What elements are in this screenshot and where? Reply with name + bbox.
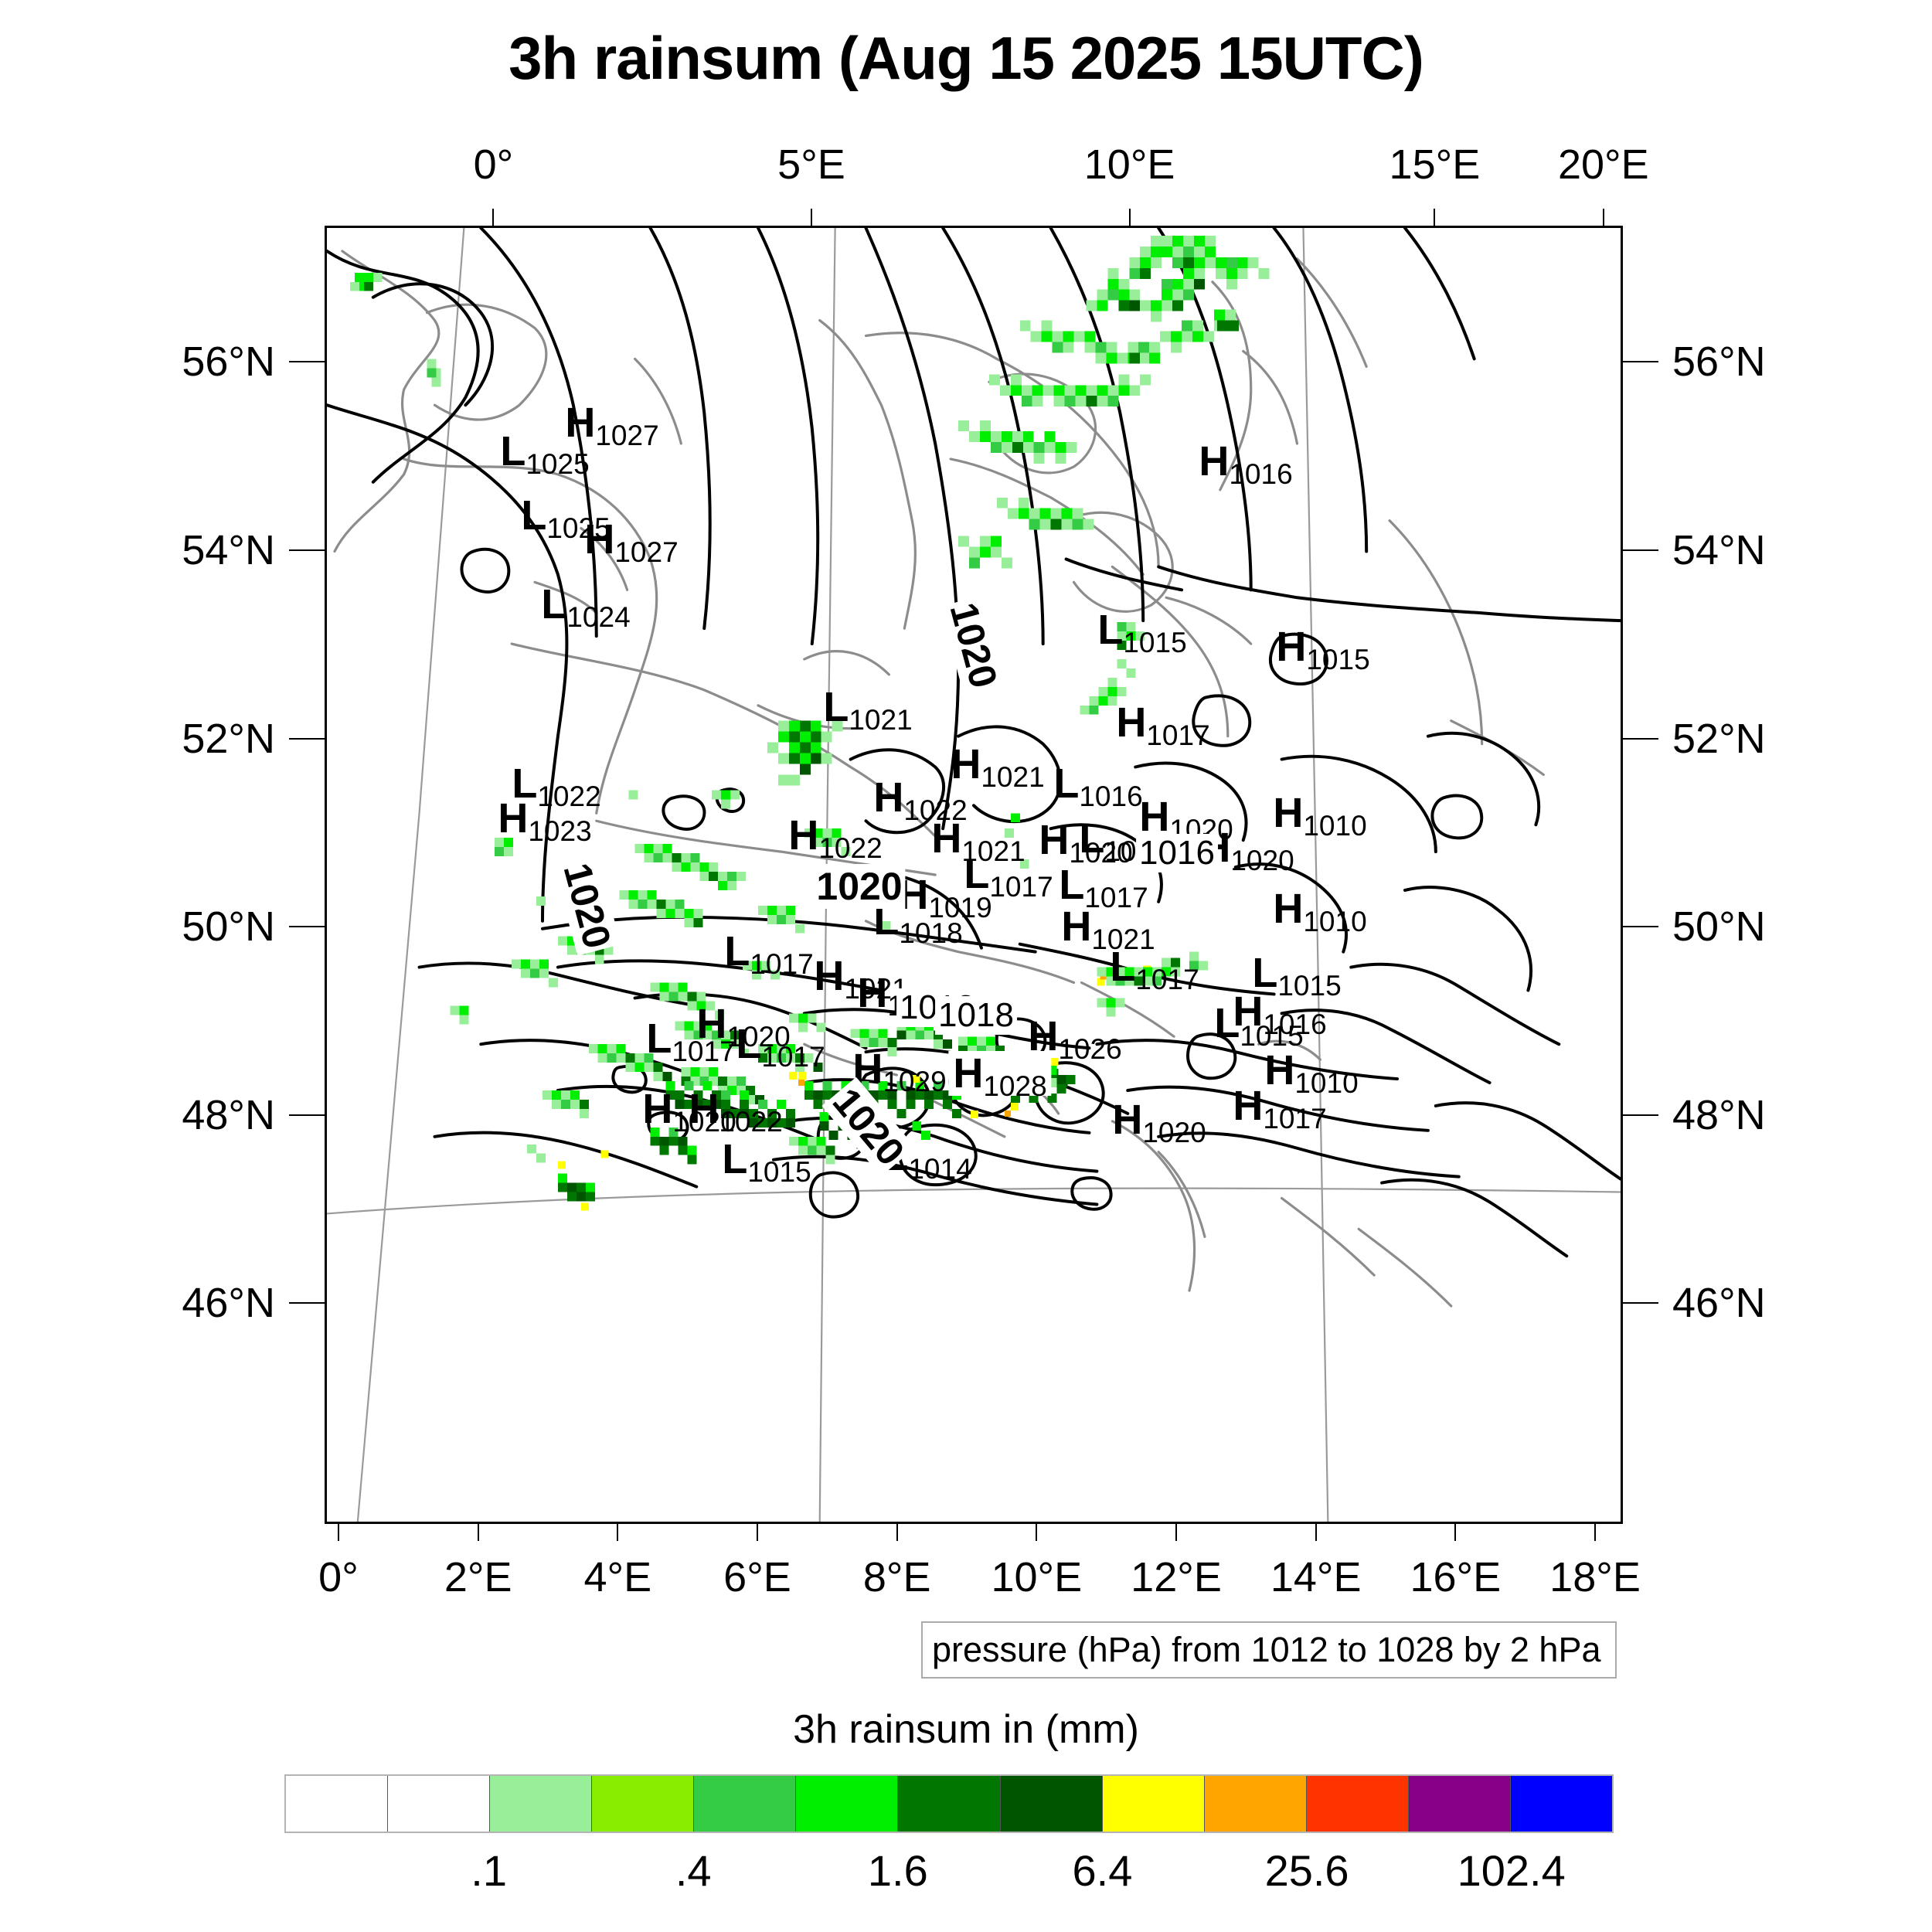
axis-tick bbox=[1315, 1524, 1317, 1541]
right-axis-label-4: 48°N bbox=[1672, 1091, 1766, 1138]
axis-tick bbox=[289, 1114, 325, 1116]
pressure-legend-box: pressure (hPa) from 1012 to 1028 by 2 hP… bbox=[921, 1621, 1617, 1679]
right-axis-label-1: 54°N bbox=[1672, 527, 1766, 573]
colorbar-tick-5: 102.4 bbox=[1457, 1846, 1566, 1895]
colorbar-tick-1: .4 bbox=[675, 1846, 712, 1895]
axis-tick bbox=[1175, 1524, 1177, 1541]
colorbar-cell-4[interactable] bbox=[694, 1776, 797, 1832]
axis-tick bbox=[1602, 209, 1604, 226]
colorbar-cell-11[interactable] bbox=[1408, 1776, 1511, 1832]
bottom-axis-label-1: 2°E bbox=[444, 1554, 512, 1600]
bottom-axis-label-3: 6°E bbox=[723, 1554, 791, 1600]
top-axis-label-0: 0° bbox=[473, 141, 514, 188]
axis-tick bbox=[477, 1524, 479, 1541]
left-axis-label-3: 50°N bbox=[182, 903, 275, 951]
axis-tick bbox=[1128, 209, 1131, 226]
colorbar-cell-10[interactable] bbox=[1306, 1776, 1409, 1832]
coastline-layer bbox=[333, 250, 1545, 1308]
page-title: 3h rainsum (Aug 15 2025 15UTC) bbox=[509, 24, 1424, 92]
axis-tick bbox=[757, 1524, 758, 1541]
axis-tick bbox=[1623, 737, 1658, 740]
colorbar-cell-1[interactable] bbox=[388, 1776, 491, 1832]
axis-tick bbox=[1623, 549, 1658, 551]
axis-tick bbox=[896, 1524, 898, 1541]
bottom-axis-label-4: 8°E bbox=[862, 1554, 931, 1600]
colorbar-cell-7[interactable] bbox=[1000, 1776, 1103, 1832]
colorbar-tick-4: 25.6 bbox=[1264, 1846, 1349, 1895]
left-axis-label-1: 54°N bbox=[182, 527, 275, 573]
axis-tick bbox=[338, 1524, 339, 1541]
colorbar-cell-12[interactable] bbox=[1510, 1776, 1613, 1832]
axis-tick bbox=[1623, 1302, 1658, 1304]
colorbar-cell-8[interactable] bbox=[1102, 1776, 1205, 1832]
axis-tick bbox=[289, 1302, 325, 1304]
map-canvas bbox=[327, 228, 1621, 1522]
top-axis-label-3: 15°E bbox=[1389, 141, 1481, 188]
axis-tick bbox=[289, 926, 325, 928]
colorbar[interactable] bbox=[284, 1774, 1614, 1833]
colorbar-cell-5[interactable] bbox=[796, 1776, 899, 1832]
top-axis-label-4: 20°E bbox=[1557, 141, 1649, 188]
graticule bbox=[327, 228, 1621, 1522]
colorbar-cell-6[interactable] bbox=[898, 1776, 1001, 1832]
colorbar-cell-9[interactable] bbox=[1204, 1776, 1307, 1832]
precip-layer bbox=[349, 235, 1270, 1211]
pressure-legend-text: pressure (hPa) from 1012 to 1028 by 2 hP… bbox=[932, 1630, 1601, 1669]
bottom-axis-label-7: 14°E bbox=[1270, 1554, 1362, 1600]
axis-tick bbox=[1434, 209, 1436, 226]
bottom-axis-label-5: 10°E bbox=[991, 1554, 1083, 1600]
bottom-axis-label-9: 18°E bbox=[1549, 1554, 1641, 1600]
bottom-axis-label-0: 0° bbox=[318, 1554, 359, 1600]
bottom-axis-label-8: 16°E bbox=[1410, 1554, 1502, 1600]
colorbar-cell-3[interactable] bbox=[592, 1776, 695, 1832]
left-axis-label-0: 56°N bbox=[182, 338, 275, 386]
axis-tick bbox=[1454, 1524, 1457, 1541]
axis-tick bbox=[289, 361, 325, 363]
axis-tick bbox=[289, 549, 325, 551]
colorbar-tick-3: 6.4 bbox=[1072, 1846, 1133, 1895]
colorbar-tick-0: .1 bbox=[471, 1846, 507, 1895]
axis-tick bbox=[617, 1524, 619, 1541]
isobar-layer bbox=[327, 228, 1621, 1258]
left-axis-label-5: 46°N bbox=[182, 1280, 275, 1327]
axis-tick bbox=[1594, 1524, 1596, 1541]
axis-tick bbox=[1623, 361, 1658, 363]
right-axis-label-3: 50°N bbox=[1672, 903, 1766, 951]
colorbar-tick-labels: .1 .4 1.6 6.4 25.6 102.4 bbox=[0, 1845, 1932, 1907]
axis-tick bbox=[1036, 1524, 1038, 1541]
axis-tick bbox=[811, 209, 812, 226]
left-axis-label-4: 48°N bbox=[182, 1091, 275, 1138]
bottom-axis-label-2: 4°E bbox=[583, 1554, 652, 1600]
colorbar-cell-0[interactable] bbox=[286, 1776, 389, 1832]
right-axis-label-0: 56°N bbox=[1672, 338, 1766, 386]
colorbar-title: 3h rainsum in (mm) bbox=[793, 1707, 1139, 1752]
colorbar-tick-2: 1.6 bbox=[867, 1846, 928, 1895]
top-axis-label-1: 5°E bbox=[777, 141, 845, 188]
axis-tick bbox=[1623, 926, 1658, 928]
map-plot-area[interactable] bbox=[325, 226, 1623, 1524]
axis-tick bbox=[289, 737, 325, 740]
bottom-axis-label-6: 12°E bbox=[1131, 1554, 1222, 1600]
axis-tick bbox=[492, 209, 495, 226]
axis-tick bbox=[1623, 1114, 1658, 1116]
right-axis-label-2: 52°N bbox=[1672, 715, 1766, 762]
left-axis-label-2: 52°N bbox=[182, 715, 275, 762]
colorbar-cell-2[interactable] bbox=[490, 1776, 593, 1832]
right-axis-label-5: 46°N bbox=[1672, 1280, 1766, 1327]
top-axis-label-2: 10°E bbox=[1083, 141, 1175, 188]
